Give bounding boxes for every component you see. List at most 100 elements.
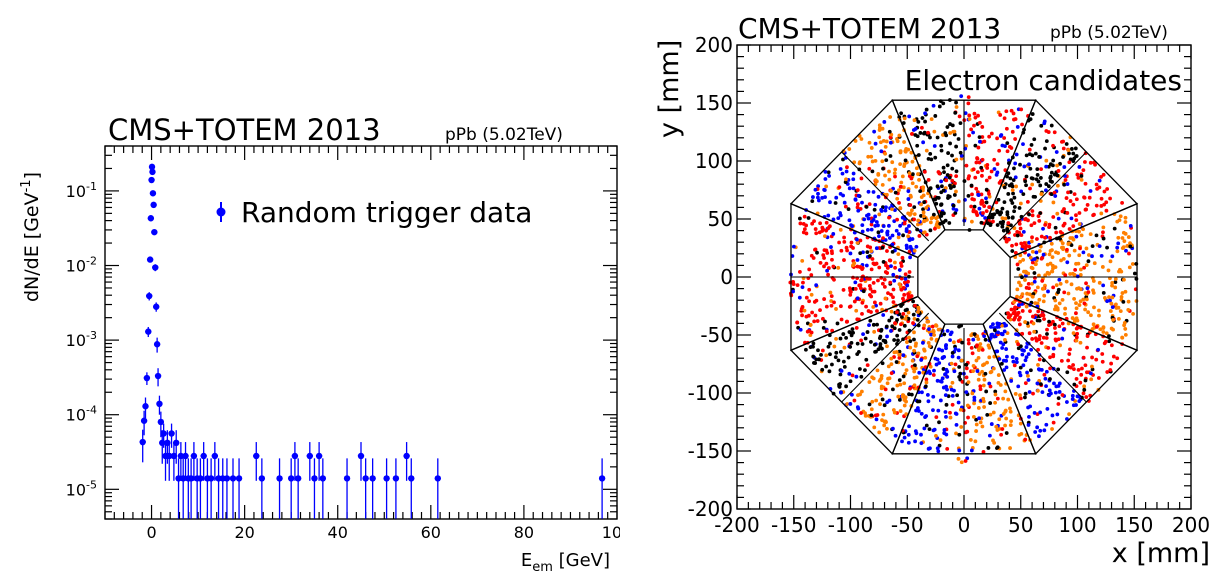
hit-point	[1075, 325, 1080, 330]
data-point	[149, 190, 157, 197]
hit-point	[988, 335, 993, 340]
hit-point	[791, 289, 795, 294]
hit-point	[929, 336, 934, 341]
hit-point	[1004, 347, 1009, 351]
hit-point	[930, 324, 935, 329]
hit-point	[871, 218, 876, 222]
hit-point	[881, 224, 886, 228]
hit-point	[1099, 253, 1104, 258]
hit-point	[1045, 332, 1049, 336]
hit-point	[1042, 293, 1047, 298]
hit-point	[834, 337, 838, 341]
hit-point	[878, 301, 883, 306]
hit-point	[1056, 396, 1061, 401]
hit-point	[1121, 300, 1126, 304]
hit-point	[872, 425, 877, 430]
hit-point	[1005, 354, 1009, 359]
hit-point	[1047, 393, 1052, 398]
data-marker	[145, 328, 152, 335]
hit-point	[1061, 245, 1065, 250]
hit-point	[1074, 213, 1078, 218]
hit-point	[889, 362, 894, 367]
data-point	[258, 458, 266, 519]
hit-point	[1124, 248, 1128, 253]
hit-point	[1032, 279, 1037, 284]
hit-point	[896, 232, 901, 236]
hit-point	[911, 312, 916, 317]
hit-point	[1028, 255, 1033, 260]
hit-point	[928, 151, 933, 156]
hit-point	[1088, 371, 1093, 376]
hit-point	[940, 356, 945, 361]
data-marker	[434, 475, 441, 482]
hit-point	[1078, 287, 1083, 292]
hit-point	[1007, 158, 1011, 163]
data-marker	[152, 264, 159, 271]
hit-point	[973, 439, 978, 444]
hit-point	[823, 170, 828, 174]
hit-point	[1109, 301, 1114, 306]
hit-point	[807, 299, 811, 304]
hit-point	[1084, 207, 1089, 212]
hit-point	[995, 170, 1000, 175]
data-point	[140, 410, 148, 436]
hit-point	[915, 143, 920, 148]
hit-point	[972, 111, 977, 116]
data-point	[408, 458, 415, 519]
hit-point	[865, 250, 870, 255]
hit-point	[1072, 382, 1077, 387]
hit-point	[881, 313, 886, 317]
hit-point	[1058, 343, 1062, 348]
hit-point	[903, 317, 908, 321]
data-point	[153, 337, 161, 353]
hit-point	[877, 336, 882, 341]
hit-point	[1027, 286, 1031, 291]
hit-point	[892, 355, 896, 359]
hit-point	[913, 429, 918, 434]
hit-point	[952, 193, 957, 197]
hit-point	[856, 393, 860, 398]
hit-point	[923, 119, 927, 124]
hit-point	[988, 384, 993, 389]
hit-point	[1011, 191, 1015, 196]
hit-point	[978, 387, 983, 392]
hit-point	[1111, 317, 1115, 322]
hit-point	[883, 296, 888, 301]
hit-point	[979, 165, 984, 170]
hit-point	[885, 249, 889, 253]
hit-point	[1037, 334, 1042, 338]
hit-point	[1100, 265, 1105, 269]
hit-point	[885, 230, 890, 235]
left-y-axis-label: dN/dE [GeV-1]	[19, 172, 43, 302]
hit-point	[1053, 225, 1058, 230]
hit-point	[795, 283, 800, 288]
hit-point	[909, 150, 914, 155]
hit-point	[984, 178, 989, 183]
hit-point	[842, 235, 846, 240]
hit-point	[1123, 215, 1128, 220]
hit-point	[915, 354, 920, 359]
hit-point	[908, 211, 913, 216]
hit-point	[1005, 141, 1010, 146]
hit-point	[874, 417, 879, 422]
hit-point	[836, 358, 841, 363]
data-point	[177, 442, 185, 481]
hit-point	[898, 206, 903, 210]
hit-point	[1018, 365, 1023, 370]
hit-point	[1038, 211, 1043, 216]
hit-point	[1064, 196, 1069, 200]
hit-point	[910, 358, 915, 363]
hit-point	[944, 384, 949, 389]
hit-point	[941, 188, 946, 193]
hit-point	[829, 299, 834, 303]
hit-point	[903, 395, 908, 400]
hit-point	[1004, 416, 1009, 421]
hit-point	[849, 240, 854, 245]
hit-point	[956, 199, 961, 204]
hit-point	[1053, 194, 1058, 198]
data-marker	[408, 475, 415, 482]
hit-point	[924, 316, 929, 321]
hit-point	[810, 221, 815, 226]
hit-point	[953, 181, 957, 186]
hit-point	[848, 345, 853, 349]
